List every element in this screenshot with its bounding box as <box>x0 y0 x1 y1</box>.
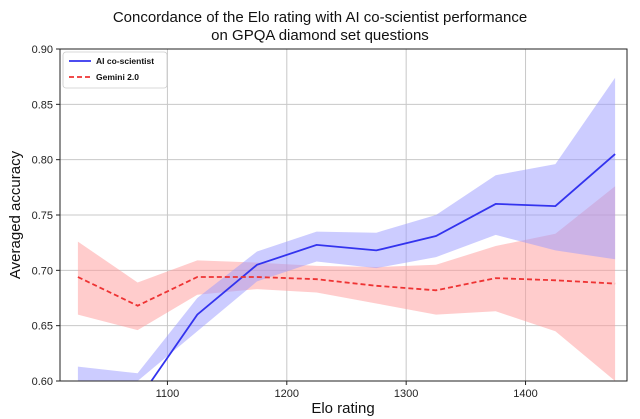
y-axis-label: Averaged accuracy <box>7 150 24 279</box>
chart-title-line-1: Concordance of the Elo rating with AI co… <box>112 9 528 26</box>
x-tick-label: 1300 <box>394 388 418 400</box>
line-gemini-2 <box>77 276 616 307</box>
legend: AI co-scientist Gemini 2.0 <box>62 51 168 89</box>
x-tick-label: 1200 <box>275 388 299 400</box>
y-tick-label: 0.85 <box>32 99 53 111</box>
legend-gemini-2-label: Gemini 2.0 <box>96 72 139 82</box>
y-tick-label: 0.75 <box>32 210 53 222</box>
axis-ticks: 1100 1200 1300 1400 0.60 0.65 0.70 0.75 0.80 0.85… <box>32 44 538 400</box>
y-tick-label: 0.80 <box>32 155 53 167</box>
x-tick-label: 1400 <box>513 388 537 400</box>
x-tick-label: 1100 <box>156 388 180 400</box>
band-ai-co-scientist <box>77 77 616 381</box>
chart-title-line-2: on GPQA diamond set questions <box>211 27 429 44</box>
legend-ai-co-scientist-label: AI co-scientist <box>96 56 154 66</box>
y-tick-label: 0.70 <box>32 265 53 277</box>
y-tick-label: 0.65 <box>32 321 53 333</box>
series-lines <box>77 153 616 381</box>
y-tick-label: 0.90 <box>32 44 53 56</box>
x-axis-label: Elo rating <box>311 400 374 417</box>
band-gemini-2 <box>77 186 616 381</box>
line-ai-co-scientist <box>150 153 616 381</box>
confidence-bands <box>77 77 616 381</box>
y-tick-label: 0.60 <box>32 376 53 388</box>
